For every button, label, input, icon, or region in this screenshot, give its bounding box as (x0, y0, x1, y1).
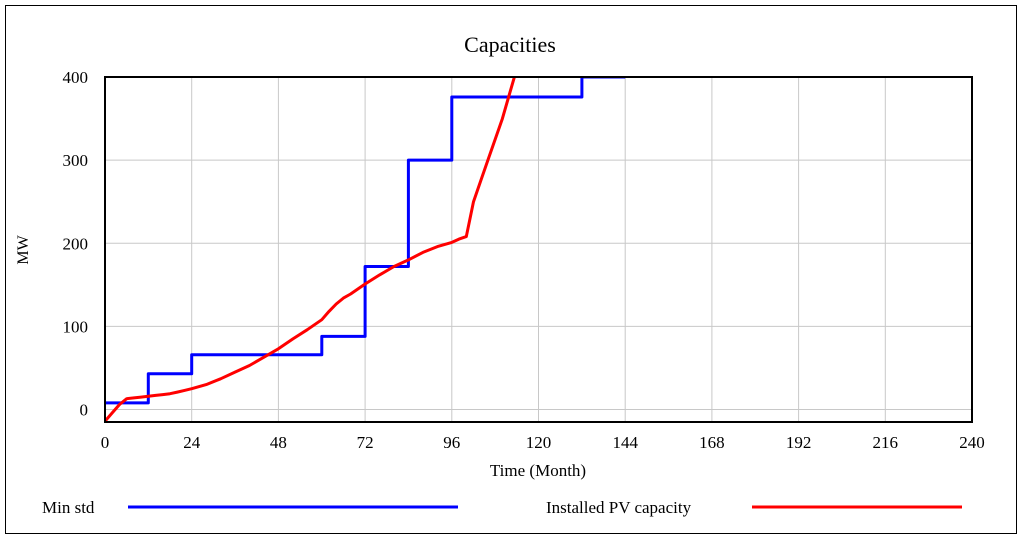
x-tick-label: 48 (270, 433, 287, 452)
x-tick-label: 192 (786, 433, 812, 452)
x-tick-label: 144 (612, 433, 638, 452)
series-line-min-std (105, 77, 626, 405)
x-tick-label: 120 (526, 433, 552, 452)
y-tick-label: 100 (63, 317, 89, 336)
x-tick-label: 72 (357, 433, 374, 452)
y-tick-label: 300 (63, 151, 89, 170)
x-tick-label: 0 (101, 433, 110, 452)
legend-label-min-std: Min std (42, 498, 95, 517)
y-tick-label: 200 (63, 234, 89, 253)
x-tick-label: 168 (699, 433, 725, 452)
grid-lines (105, 77, 972, 422)
y-tick-label: 0 (80, 401, 89, 420)
x-axis-label: Time (Month) (490, 461, 586, 480)
y-tick-label: 400 (63, 68, 89, 87)
plot-area-border (104, 76, 973, 423)
series-line-installed-pv-capacity (105, 77, 516, 422)
tick-labels: 0 24 48 72 96 120 144 168 192 216 240 0 100 200 300 400 (63, 68, 985, 452)
series-group (105, 77, 626, 422)
x-tick-label: 240 (959, 433, 985, 452)
x-tick-label: 24 (183, 433, 201, 452)
legend-label-installed-pv-capacity: Installed PV capacity (546, 498, 692, 517)
x-tick-label: 216 (873, 433, 899, 452)
chart-title: Capacities (464, 32, 556, 57)
y-axis-label: MW (15, 234, 32, 264)
legend: Min std Installed PV capacity (42, 498, 962, 517)
x-tick-label: 96 (443, 433, 460, 452)
